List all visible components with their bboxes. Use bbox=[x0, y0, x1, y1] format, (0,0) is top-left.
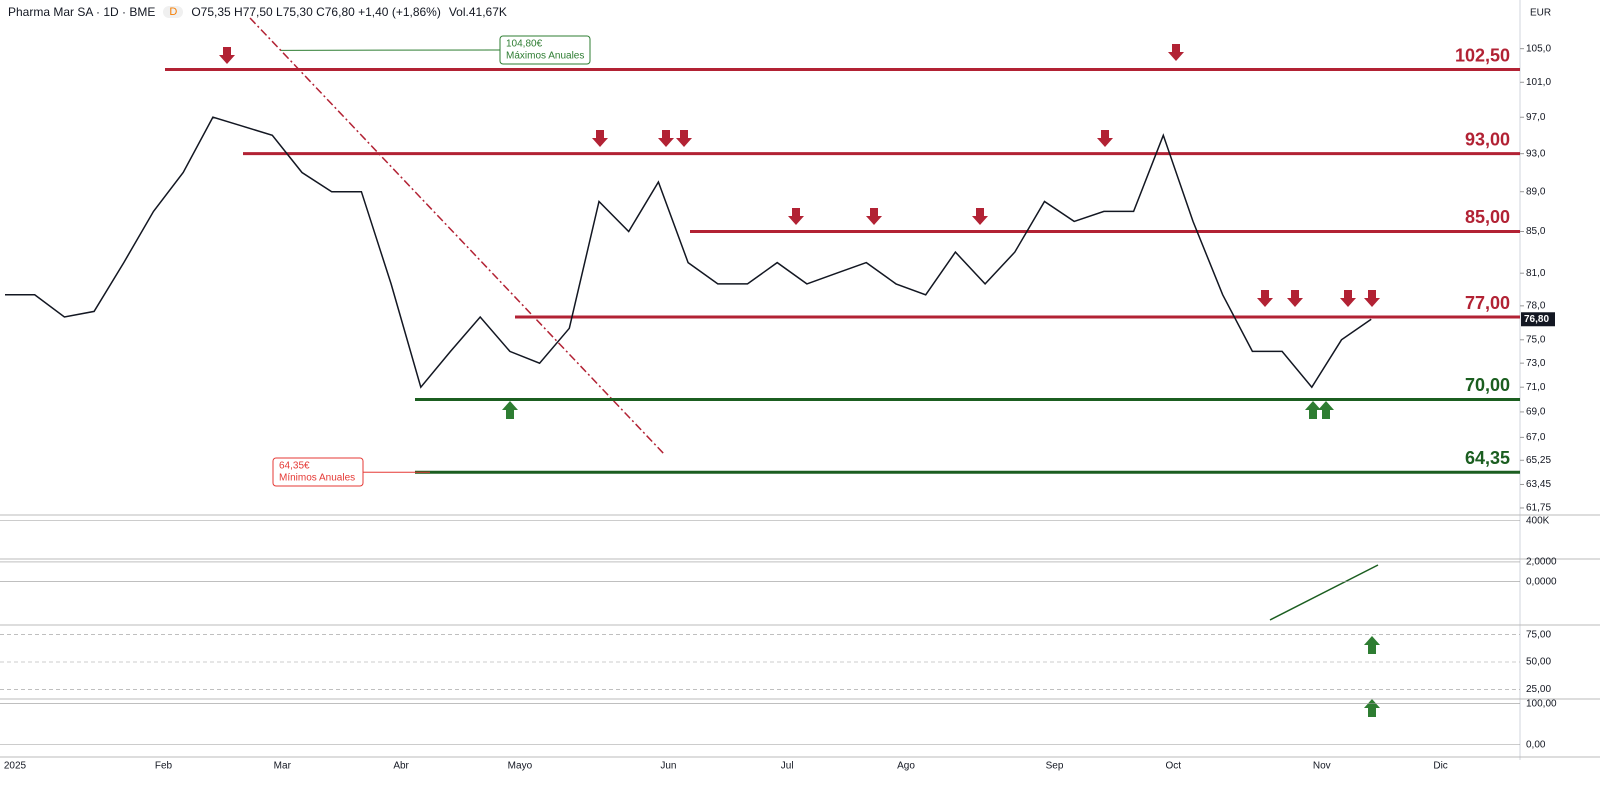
y-tick-label: 93,0 bbox=[1526, 148, 1546, 159]
y-tick-label: 89,0 bbox=[1526, 186, 1546, 197]
down-arrow bbox=[1257, 290, 1273, 307]
down-arrow bbox=[219, 47, 235, 64]
y-tick-label: 78,0 bbox=[1526, 300, 1546, 311]
trend-arrow bbox=[1269, 564, 1379, 621]
y-tick-label: 0,0000 bbox=[1526, 576, 1557, 587]
y-tick-label: 67,0 bbox=[1526, 432, 1546, 443]
annotation-text: Mínimos Anuales bbox=[279, 473, 355, 484]
level-label: 102,50 bbox=[1455, 45, 1510, 65]
y-tick-label: 100,00 bbox=[1526, 698, 1557, 709]
down-arrow bbox=[866, 208, 882, 225]
y-tick-label: 81,0 bbox=[1526, 268, 1546, 279]
down-arrow bbox=[1340, 290, 1356, 307]
annotation-value: 104,80€ bbox=[506, 39, 543, 50]
symbol[interactable]: Pharma Mar SA · 1D · BME bbox=[8, 5, 156, 19]
x-tick-label: Jun bbox=[660, 761, 676, 772]
x-tick-label: Ago bbox=[897, 761, 915, 772]
y-tick-label: 61,75 bbox=[1526, 503, 1551, 514]
down-arrow bbox=[1168, 44, 1184, 61]
price-line bbox=[5, 116, 1372, 389]
up-arrow bbox=[1305, 401, 1321, 419]
down-arrow bbox=[658, 130, 674, 147]
y-tick-label: 75,00 bbox=[1526, 629, 1551, 640]
level-label: 64,35 bbox=[1465, 448, 1510, 468]
x-tick-label: Feb bbox=[155, 761, 173, 772]
y-tick-label: 0,00 bbox=[1526, 739, 1546, 750]
y-tick-label: 75,0 bbox=[1526, 334, 1546, 345]
trendline bbox=[249, 17, 666, 456]
annotation-value: 64,35€ bbox=[279, 461, 310, 472]
x-tick-label: 2025 bbox=[4, 761, 27, 772]
level-label: 70,00 bbox=[1465, 375, 1510, 395]
x-tick-label: Sep bbox=[1046, 761, 1064, 772]
down-arrow bbox=[1287, 290, 1303, 307]
badge: D bbox=[163, 6, 184, 18]
y-tick-label: 63,45 bbox=[1526, 479, 1551, 490]
x-tick-label: Nov bbox=[1313, 761, 1331, 772]
up-arrow bbox=[1364, 636, 1380, 654]
down-arrow bbox=[972, 208, 988, 225]
y-tick-label: 85,0 bbox=[1526, 226, 1546, 237]
volume: Vol.41,67K bbox=[448, 5, 507, 19]
level-label: 77,00 bbox=[1465, 293, 1510, 313]
y-tick-label: 25,00 bbox=[1526, 684, 1551, 695]
y-tick-label: 105,0 bbox=[1526, 43, 1551, 54]
y-tick-label: 71,0 bbox=[1526, 382, 1546, 393]
up-arrow bbox=[1318, 401, 1334, 419]
annotation-box bbox=[499, 35, 591, 65]
header: Pharma Mar SA · 1D · BME D O75,35 H77,50… bbox=[8, 5, 507, 19]
down-arrow bbox=[1097, 130, 1113, 147]
y-tick-label: 50,00 bbox=[1526, 657, 1551, 668]
x-tick-label: Mayo bbox=[508, 761, 533, 772]
y-tick-label: 101,0 bbox=[1526, 77, 1551, 88]
quote: O75,35 H77,50 L75,30 C76,80 +1,40 (+1,86… bbox=[191, 5, 441, 19]
annotation-box bbox=[272, 457, 364, 487]
annotation-text: Máximos Anuales bbox=[506, 51, 584, 62]
y-tick-label: 65,25 bbox=[1526, 455, 1551, 466]
down-arrow bbox=[1364, 290, 1380, 307]
x-tick-label: Mar bbox=[274, 761, 292, 772]
level-label: 93,00 bbox=[1465, 129, 1510, 149]
currency[interactable]: EUR bbox=[1530, 8, 1551, 19]
x-tick-label: Dic bbox=[1433, 761, 1447, 772]
y-tick-label: 73,0 bbox=[1526, 358, 1546, 369]
x-tick-label: Abr bbox=[393, 761, 409, 772]
up-arrow bbox=[502, 401, 518, 419]
level-label: 85,00 bbox=[1465, 207, 1510, 227]
down-arrow bbox=[592, 130, 608, 147]
down-arrow bbox=[676, 130, 692, 147]
x-tick-label: Oct bbox=[1166, 761, 1182, 772]
y-tick-label: 2,0000 bbox=[1526, 557, 1557, 568]
y-tick-label: 69,0 bbox=[1526, 407, 1546, 418]
price-tag bbox=[1521, 312, 1555, 327]
y-tick-label: 400K bbox=[1526, 515, 1550, 526]
x-tick-label: Jul bbox=[781, 761, 794, 772]
down-arrow bbox=[788, 208, 804, 225]
y-tick-label: 97,0 bbox=[1526, 112, 1546, 123]
price-tag-label: 76,80 bbox=[1524, 314, 1549, 325]
